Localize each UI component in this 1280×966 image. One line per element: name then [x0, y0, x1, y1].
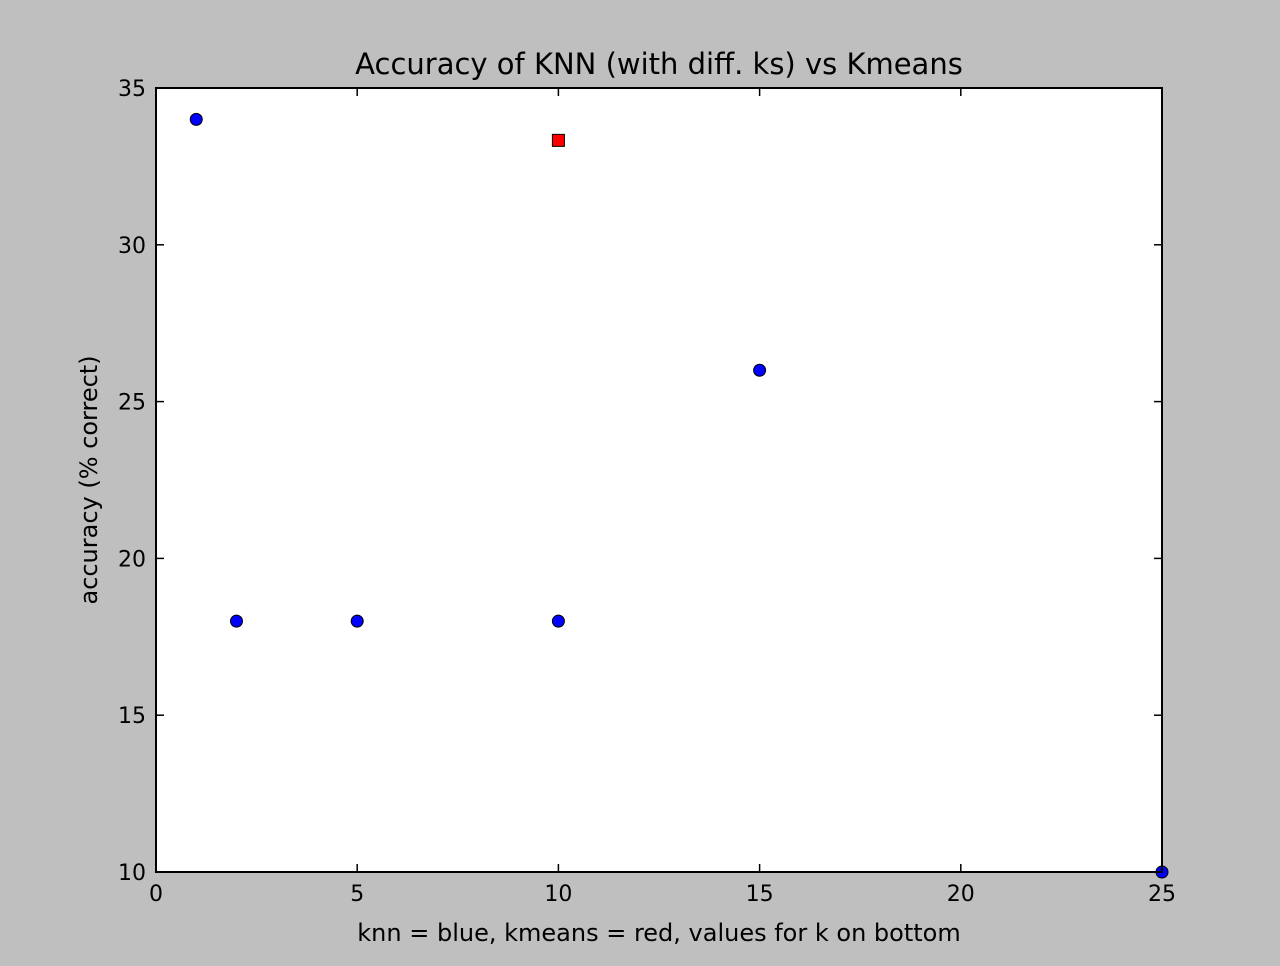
knn-point — [753, 363, 767, 377]
knn-point — [229, 614, 243, 628]
y-tick-label: 35 — [118, 77, 146, 102]
y-tick-label: 25 — [118, 391, 146, 416]
chart-title: Accuracy of KNN (with diff. ks) vs Kmean… — [355, 47, 963, 81]
tick-labels-layer: 0 5 10 15 20 25 10 15 20 25 30 35 — [118, 77, 1176, 907]
kmeans-point — [551, 133, 565, 147]
x-tick-label: 5 — [350, 882, 364, 907]
y-tick-label: 30 — [118, 234, 146, 259]
x-tick-label: 20 — [947, 882, 975, 907]
x-axis-label: knn = blue, kmeans = red, values for k o… — [357, 919, 960, 947]
points-layer — [189, 112, 1169, 879]
x-tick-label: 25 — [1148, 882, 1176, 907]
y-tick-label: 15 — [118, 704, 146, 729]
y-axis-label: accuracy (% correct) — [75, 355, 103, 604]
x-tick-label: 0 — [149, 882, 163, 907]
plot-frame — [155, 87, 1163, 873]
x-tick-label: 15 — [746, 882, 774, 907]
knn-point — [551, 614, 565, 628]
y-tick-label: 10 — [118, 861, 146, 886]
knn-point — [189, 112, 203, 126]
knn-point — [350, 614, 364, 628]
x-tick-label: 10 — [544, 882, 572, 907]
plot-area — [156, 88, 1162, 872]
y-tick-label: 20 — [118, 547, 146, 572]
